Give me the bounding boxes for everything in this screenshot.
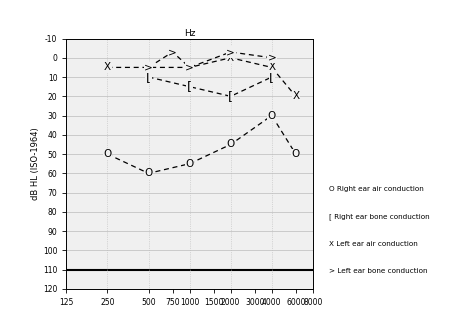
Text: O Right ear air conduction: O Right ear air conduction: [329, 186, 424, 192]
Text: O: O: [227, 139, 235, 150]
Text: X: X: [227, 53, 234, 63]
Text: >: >: [185, 62, 194, 73]
Text: X: X: [104, 62, 111, 73]
Text: X: X: [292, 91, 300, 101]
Text: [: [: [146, 71, 151, 83]
Y-axis label: dB HL (ISO-1964): dB HL (ISO-1964): [31, 127, 40, 200]
Text: X Left ear air conduction: X Left ear air conduction: [329, 241, 418, 247]
Text: O: O: [103, 149, 111, 159]
Text: O: O: [292, 149, 300, 159]
Text: [: [: [269, 71, 274, 83]
Text: O: O: [185, 159, 194, 169]
Text: [ Right ear bone conduction: [ Right ear bone conduction: [329, 213, 430, 220]
Text: >: >: [144, 62, 153, 73]
Text: X: X: [145, 62, 152, 73]
Text: >: >: [168, 47, 177, 57]
Text: [: [: [228, 90, 233, 103]
Text: > Left ear bone conduction: > Left ear bone conduction: [329, 268, 428, 274]
Text: O: O: [145, 168, 153, 178]
Text: [: [: [187, 80, 192, 93]
Text: >: >: [226, 47, 235, 57]
Text: >: >: [267, 53, 276, 63]
Text: O: O: [268, 110, 276, 121]
Text: X: X: [186, 62, 193, 73]
Text: X: X: [268, 62, 275, 73]
X-axis label: Hz: Hz: [184, 29, 195, 38]
